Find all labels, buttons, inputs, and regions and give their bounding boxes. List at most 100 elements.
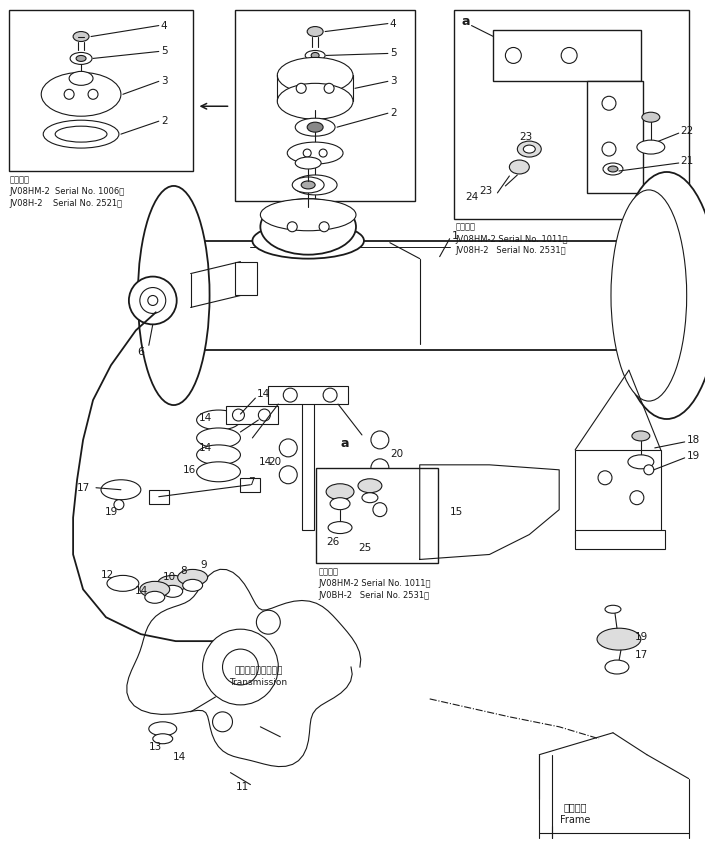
Ellipse shape <box>615 172 706 419</box>
Text: 17: 17 <box>77 483 90 493</box>
Ellipse shape <box>505 47 521 63</box>
Text: 14: 14 <box>198 443 212 453</box>
Ellipse shape <box>196 462 241 482</box>
Bar <box>236 9 414 201</box>
Ellipse shape <box>129 277 176 324</box>
Ellipse shape <box>611 190 687 401</box>
Bar <box>268 387 348 404</box>
Ellipse shape <box>261 199 356 230</box>
Ellipse shape <box>523 145 535 153</box>
Text: 22: 22 <box>681 126 694 136</box>
Text: 適用号機
JV08HM-2  Serial No. 1006～
JV08H-2    Serial No. 2521～: 適用号機 JV08HM-2 Serial No. 1006～ JV08H-2 S… <box>9 175 124 208</box>
Ellipse shape <box>277 57 353 94</box>
Ellipse shape <box>232 409 244 421</box>
Ellipse shape <box>358 479 382 493</box>
Ellipse shape <box>602 96 616 111</box>
Ellipse shape <box>73 31 89 41</box>
Ellipse shape <box>303 149 311 157</box>
Ellipse shape <box>253 223 364 258</box>
Ellipse shape <box>330 498 350 510</box>
Text: 13: 13 <box>149 742 162 752</box>
Bar <box>575 450 661 538</box>
Ellipse shape <box>311 52 319 58</box>
Text: 14: 14 <box>173 752 186 761</box>
Ellipse shape <box>183 579 203 592</box>
Ellipse shape <box>140 582 169 598</box>
Text: 14: 14 <box>198 413 212 423</box>
Ellipse shape <box>196 445 241 465</box>
Ellipse shape <box>203 629 278 705</box>
Text: 1: 1 <box>452 230 459 241</box>
Ellipse shape <box>292 177 324 193</box>
Ellipse shape <box>178 570 208 586</box>
Text: 24: 24 <box>465 192 479 202</box>
Text: 21: 21 <box>681 156 694 166</box>
Ellipse shape <box>261 199 356 255</box>
Ellipse shape <box>256 610 280 634</box>
Ellipse shape <box>64 89 74 100</box>
Ellipse shape <box>297 84 306 94</box>
Ellipse shape <box>295 118 335 136</box>
Text: 17: 17 <box>635 650 648 660</box>
Ellipse shape <box>295 157 321 169</box>
Ellipse shape <box>371 431 389 449</box>
Bar <box>493 30 641 81</box>
Ellipse shape <box>605 605 621 614</box>
Text: 19: 19 <box>635 632 648 642</box>
Ellipse shape <box>323 388 337 402</box>
Ellipse shape <box>287 142 343 164</box>
Ellipse shape <box>152 733 173 744</box>
Text: 15: 15 <box>450 506 463 517</box>
Ellipse shape <box>293 175 337 195</box>
Text: 2: 2 <box>390 108 397 118</box>
Ellipse shape <box>43 120 119 148</box>
Ellipse shape <box>41 73 121 116</box>
Ellipse shape <box>114 500 124 510</box>
Text: 7: 7 <box>249 477 255 487</box>
Ellipse shape <box>630 490 644 505</box>
Ellipse shape <box>632 431 650 441</box>
Ellipse shape <box>196 410 241 430</box>
Text: 3: 3 <box>161 76 167 86</box>
Ellipse shape <box>287 222 297 232</box>
Ellipse shape <box>307 122 323 133</box>
Ellipse shape <box>70 52 92 64</box>
Text: 11: 11 <box>236 782 249 792</box>
Ellipse shape <box>603 163 623 175</box>
Text: 適用号機
JV08HM-2 Serial No. 1011～
JV0BH-2   Serial No. 2531～: 適用号機 JV08HM-2 Serial No. 1011～ JV0BH-2 S… <box>318 567 431 600</box>
Text: 10: 10 <box>163 572 176 582</box>
Text: 19: 19 <box>105 506 118 517</box>
Ellipse shape <box>324 84 334 94</box>
Ellipse shape <box>310 180 320 190</box>
Text: 18: 18 <box>687 435 700 445</box>
Ellipse shape <box>163 586 183 598</box>
Text: 9: 9 <box>201 560 208 571</box>
Ellipse shape <box>373 503 387 517</box>
Ellipse shape <box>280 466 297 484</box>
Text: 23: 23 <box>520 133 532 142</box>
Text: 14: 14 <box>256 389 270 399</box>
Text: 20: 20 <box>390 449 403 459</box>
Text: 5: 5 <box>161 46 167 57</box>
Ellipse shape <box>301 181 315 189</box>
Text: 20: 20 <box>268 457 282 467</box>
Ellipse shape <box>196 428 241 448</box>
Ellipse shape <box>101 479 140 500</box>
Ellipse shape <box>69 72 93 85</box>
Ellipse shape <box>88 89 98 100</box>
Ellipse shape <box>510 160 530 174</box>
Ellipse shape <box>305 51 325 61</box>
Text: 12: 12 <box>101 571 114 581</box>
Ellipse shape <box>145 592 164 603</box>
Ellipse shape <box>597 628 641 650</box>
Ellipse shape <box>602 142 616 156</box>
Ellipse shape <box>628 455 654 468</box>
Text: フレーム
Frame: フレーム Frame <box>560 803 590 825</box>
Bar <box>241 478 261 492</box>
Ellipse shape <box>148 295 157 306</box>
Ellipse shape <box>328 522 352 533</box>
Ellipse shape <box>149 722 176 736</box>
Ellipse shape <box>299 223 307 230</box>
Text: 8: 8 <box>181 566 187 576</box>
Bar <box>236 262 258 295</box>
